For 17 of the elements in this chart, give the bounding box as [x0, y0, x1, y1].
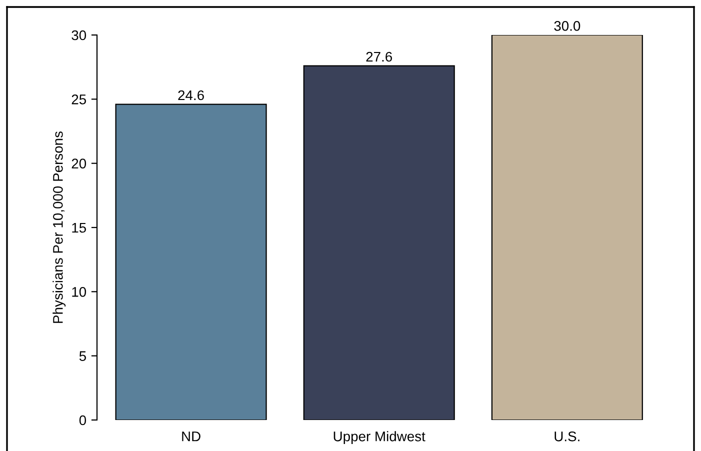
- y-tick-label: 15: [72, 222, 86, 233]
- y-tick-label: 10: [72, 287, 86, 297]
- bar: [491, 35, 643, 420]
- data-label: 30.0: [554, 21, 580, 31]
- y-tick-label: 25: [72, 94, 86, 104]
- bar: [115, 104, 267, 420]
- y-axis-title: Physicians Per 10,000 Persons: [52, 131, 66, 323]
- x-tick-label: Upper Midwest: [334, 431, 426, 444]
- x-tick-label: ND: [182, 432, 200, 442]
- data-label: 24.6: [178, 90, 204, 100]
- y-tick-label: 30: [72, 30, 86, 40]
- y-tick-label: 0: [79, 415, 86, 426]
- x-tick-label: U.S.: [554, 431, 580, 442]
- data-label: 27.6: [366, 52, 392, 62]
- y-tick-label: 5: [79, 351, 86, 362]
- y-tick-label: 20: [72, 158, 86, 169]
- bar: [303, 65, 455, 420]
